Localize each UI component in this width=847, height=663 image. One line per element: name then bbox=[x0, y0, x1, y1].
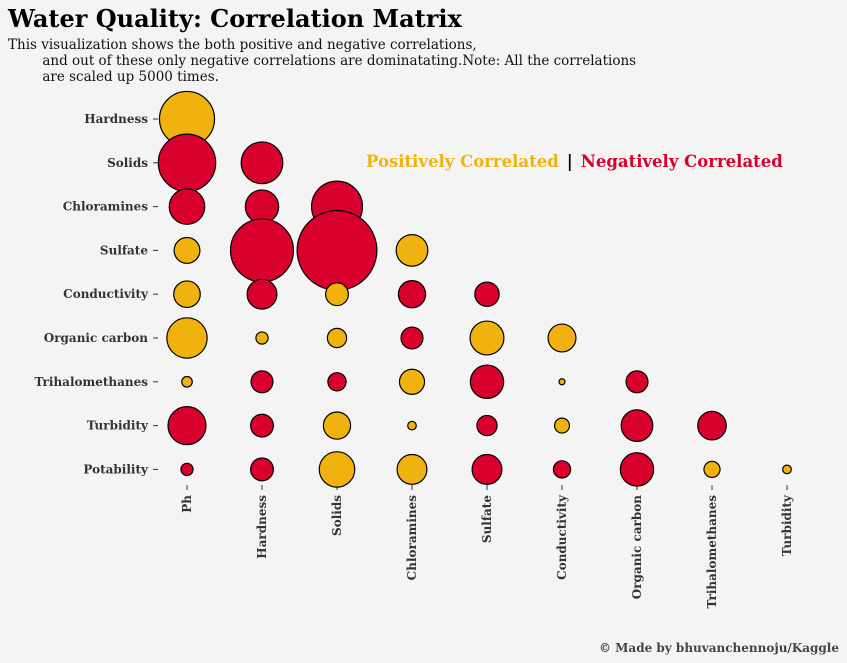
correlation-bubble bbox=[180, 462, 194, 477]
correlation-bubble bbox=[400, 326, 424, 350]
correlation-bubble bbox=[398, 368, 426, 395]
correlation-bubble bbox=[229, 218, 295, 283]
correlation-bubble bbox=[407, 420, 417, 431]
correlation-bubble bbox=[703, 460, 721, 479]
correlation-bubble bbox=[167, 406, 207, 446]
x-tick-label: Solids bbox=[330, 495, 344, 536]
y-tick-label: Hardness bbox=[84, 112, 148, 126]
correlation-bubble bbox=[181, 375, 193, 388]
x-tick-label: Hardness bbox=[255, 495, 269, 559]
correlation-bubble bbox=[255, 331, 269, 345]
correlation-bubble bbox=[244, 189, 280, 224]
correlation-bubble bbox=[173, 280, 201, 309]
correlation-bubble bbox=[318, 451, 356, 488]
y-tick-label: Potability bbox=[83, 462, 149, 476]
legend-separator: | bbox=[566, 152, 573, 171]
y-tick-label: Turbidity bbox=[87, 419, 149, 433]
correlation-bubble bbox=[326, 327, 348, 349]
correlation-bubble bbox=[469, 320, 505, 356]
credit-footer: © Made by bhuvanchennoju/Kaggle bbox=[598, 641, 839, 655]
x-tick-label: Organic carbon bbox=[630, 495, 644, 600]
correlation-bubble bbox=[395, 233, 429, 267]
correlation-bubble bbox=[547, 323, 577, 353]
correlation-bubble bbox=[325, 282, 349, 307]
chart-subtitle: This visualization shows the both positi… bbox=[8, 37, 636, 85]
correlation-bubble bbox=[397, 280, 427, 309]
correlation-bubble bbox=[240, 141, 284, 185]
correlation-bubble bbox=[697, 410, 727, 441]
subtitle-line-1: This visualization shows the both positi… bbox=[8, 37, 477, 53]
x-tick-label: Turbidity bbox=[780, 494, 794, 556]
subtitle-line-3: are scaled up 5000 times. bbox=[8, 69, 219, 85]
correlation-bubble bbox=[173, 236, 201, 264]
correlation-bubble bbox=[558, 378, 566, 386]
subtitle-line-2: and out of these only negative correlati… bbox=[8, 53, 637, 69]
correlation-bubble bbox=[246, 278, 278, 310]
x-tick-label: Ph bbox=[180, 495, 194, 513]
y-tick-label: Organic carbon bbox=[44, 331, 149, 345]
correlation-bubble bbox=[553, 417, 571, 434]
chart-title: Water Quality: Correlation Matrix bbox=[8, 4, 462, 33]
correlation-bubble bbox=[250, 370, 274, 394]
legend-positive: Positively Correlated bbox=[366, 152, 559, 171]
correlation-bubble bbox=[157, 133, 217, 193]
correlation-bubble bbox=[396, 453, 428, 485]
correlation-bubble bbox=[322, 411, 352, 440]
legend: Positively Correlated | Negatively Correla… bbox=[366, 152, 783, 171]
x-tick-label: Trihalomethanes bbox=[705, 495, 719, 609]
correlation-bubble bbox=[168, 188, 206, 225]
y-tick-label: Solids bbox=[107, 156, 148, 170]
correlation-bubble bbox=[476, 414, 498, 437]
x-tick-label: Sulfate bbox=[480, 495, 494, 543]
correlation-bubble bbox=[620, 409, 654, 443]
correlation-bubble bbox=[469, 364, 505, 400]
legend-negative: Negatively Correlated bbox=[580, 152, 783, 171]
correlation-bubble bbox=[250, 457, 274, 482]
correlation-bubble bbox=[619, 452, 655, 487]
y-tick-label: Sulfate bbox=[100, 243, 148, 257]
correlation-bubble bbox=[782, 464, 792, 475]
correlation-bubble bbox=[327, 372, 347, 392]
x-tick-label: Chloramines bbox=[405, 495, 419, 581]
y-tick-label: Chloramines bbox=[63, 200, 149, 214]
correlation-bubble bbox=[474, 281, 500, 307]
y-tick-label: Trihalomethanes bbox=[35, 375, 149, 389]
correlation-bubble bbox=[296, 209, 378, 291]
correlation-bubble bbox=[625, 370, 649, 394]
x-tick-label: Conductivity bbox=[555, 494, 569, 580]
correlation-bubble bbox=[552, 460, 572, 479]
correlation-bubble bbox=[250, 413, 274, 438]
y-tick-label: Conductivity bbox=[63, 287, 149, 301]
correlation-bubble bbox=[166, 317, 208, 359]
correlation-bubble bbox=[471, 453, 503, 485]
